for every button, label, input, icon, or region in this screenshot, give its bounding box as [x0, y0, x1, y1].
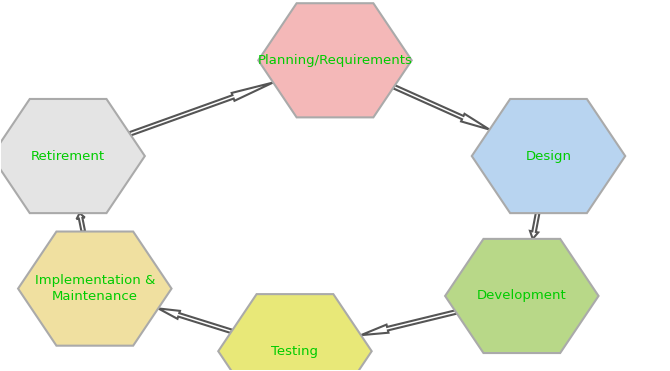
Text: Implementation &
Maintenance: Implementation & Maintenance: [35, 274, 155, 303]
Polygon shape: [76, 213, 85, 232]
Text: Development: Development: [477, 289, 567, 302]
Polygon shape: [0, 99, 145, 213]
Polygon shape: [445, 239, 598, 353]
Polygon shape: [18, 232, 172, 346]
Text: Planning/Requirements: Planning/Requirements: [257, 54, 413, 67]
Polygon shape: [218, 294, 372, 371]
Polygon shape: [472, 99, 625, 213]
Polygon shape: [129, 82, 273, 135]
Polygon shape: [361, 310, 456, 335]
Text: Design: Design: [525, 150, 572, 162]
Text: Retirement: Retirement: [31, 150, 105, 162]
Polygon shape: [258, 3, 412, 117]
Polygon shape: [158, 308, 232, 333]
Polygon shape: [393, 85, 490, 129]
Polygon shape: [530, 213, 539, 239]
Text: Testing: Testing: [271, 345, 318, 358]
